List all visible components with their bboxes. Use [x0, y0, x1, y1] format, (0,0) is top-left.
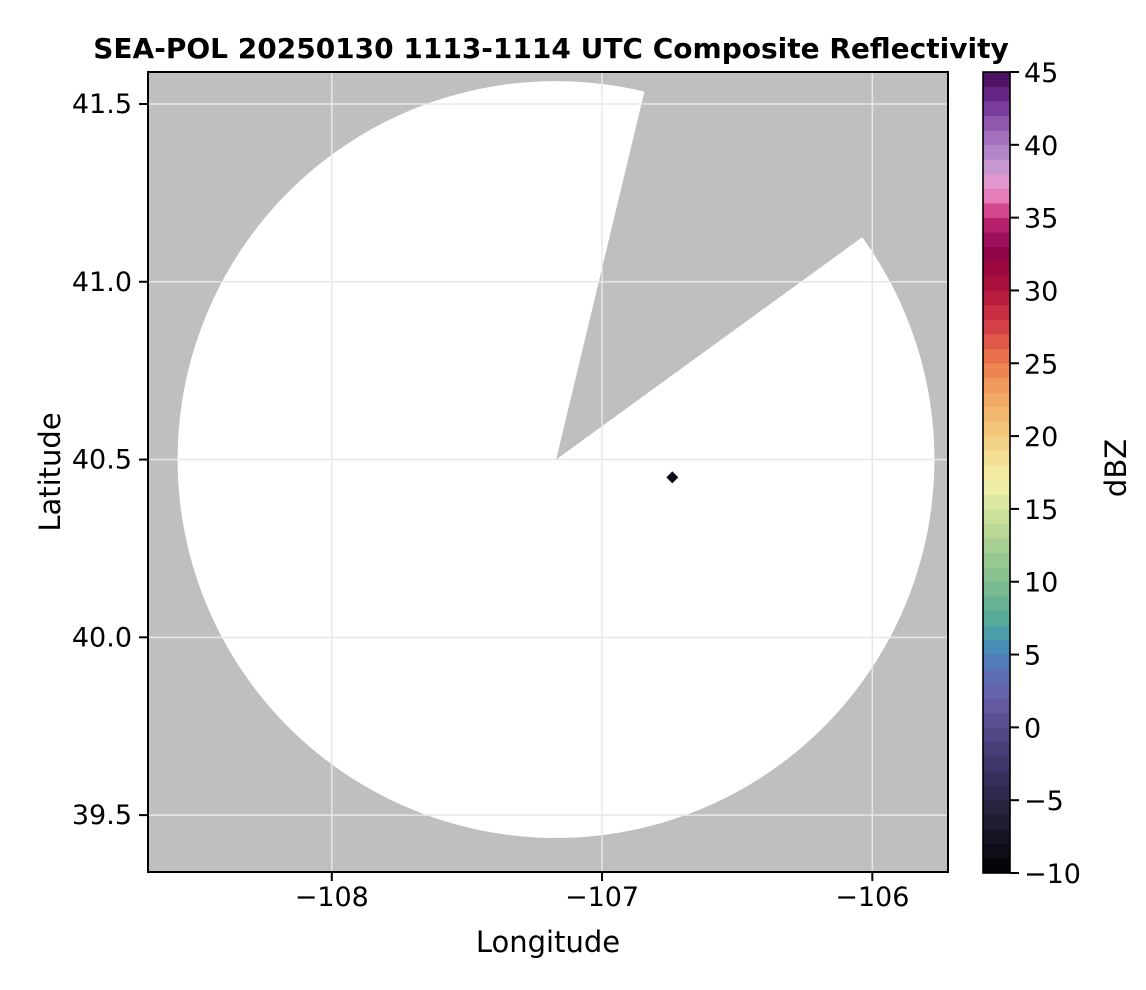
colorbar-band [983, 290, 1010, 306]
colorbar-band [983, 304, 1010, 320]
colorbar-band [983, 86, 1010, 102]
colorbar-band [983, 741, 1010, 757]
colorbar-tick-label: 15 [1024, 495, 1058, 526]
colorbar-band [983, 654, 1010, 670]
axis-ticks: −108 −107 −106 41.5 41.0 40.5 40.0 39.5 [72, 89, 910, 913]
colorbar-band [983, 829, 1010, 845]
colorbar-band [983, 479, 1010, 495]
colorbar-band [983, 115, 1010, 131]
colorbar-band [983, 770, 1010, 786]
colorbar-band [983, 435, 1010, 451]
colorbar-band [983, 392, 1010, 408]
colorbar-band [983, 159, 1010, 175]
colorbar-band [983, 275, 1010, 291]
colorbar-band [983, 523, 1010, 539]
y-tick-label: 41.5 [72, 89, 132, 120]
x-tick-label: −107 [565, 882, 639, 913]
y-tick-label: 40.5 [72, 445, 132, 476]
colorbar-band [983, 450, 1010, 466]
x-tick-label: −108 [295, 882, 369, 913]
colorbar-band [983, 333, 1010, 350]
colorbar-band [983, 727, 1010, 743]
plot-border [147, 71, 949, 873]
chart-title: SEA-POL 20250130 1113-1114 UTC Composite… [93, 32, 1008, 65]
colorbar-band [983, 639, 1010, 655]
colorbar-band [983, 319, 1010, 335]
colorbar-band [983, 625, 1010, 641]
colorbar-band [983, 610, 1010, 626]
colorbar-band [983, 246, 1010, 262]
colorbar-tick-label: 0 [1024, 713, 1041, 744]
echo-point [666, 471, 679, 484]
colorbar-band [983, 814, 1010, 830]
colorbar-tick-label: 35 [1024, 204, 1058, 235]
colorbar-border [982, 71, 1011, 874]
colorbar-tick-label: 40 [1024, 131, 1058, 162]
gridlines [148, 72, 948, 872]
colorbar-tick-label: 25 [1024, 349, 1058, 380]
colorbar-band [983, 508, 1010, 524]
colorbar-band [983, 668, 1010, 684]
x-tick-label: −106 [835, 882, 909, 913]
colorbar-band [983, 421, 1010, 437]
colorbar-band [983, 566, 1010, 583]
colorbar-tick-label: 45 [1024, 58, 1058, 89]
colorbar-band [983, 129, 1010, 146]
colorbar-band [983, 144, 1010, 160]
colorbar-band [983, 799, 1010, 816]
colorbar-band [983, 494, 1010, 510]
colorbar-band [983, 697, 1010, 714]
colorbar-band [983, 173, 1010, 189]
colorbar-band [983, 858, 1010, 874]
colorbar-band [983, 552, 1010, 568]
colorbar-band [983, 100, 1010, 116]
colorbar-tick-label: −10 [1024, 859, 1081, 890]
colorbar-tick-label: −5 [1024, 786, 1064, 817]
y-tick-label: 40.0 [72, 622, 132, 653]
colorbar-band [983, 537, 1010, 553]
colorbar-band [983, 188, 1010, 204]
colorbar-band [983, 756, 1010, 772]
colorbar-band [983, 261, 1010, 277]
colorbar-band [983, 231, 1010, 248]
colorbar-tick-label: 20 [1024, 422, 1058, 453]
colorbar-band [983, 348, 1010, 364]
colorbar-band [983, 683, 1010, 699]
colorbar-band [983, 712, 1010, 728]
colorbar-tick-label: 5 [1024, 641, 1041, 672]
colorbar-band [983, 843, 1010, 859]
colorbar-tick-label: 10 [1024, 568, 1058, 599]
colorbar-band [983, 595, 1010, 612]
y-tick-label: 41.0 [72, 267, 132, 298]
colorbar-band [983, 406, 1010, 422]
colorbar: 45 40 35 30 25 20 15 10 5 0 −5 −10 [982, 58, 1081, 890]
colorbar-band [983, 785, 1010, 801]
y-tick-label: 39.5 [72, 800, 132, 831]
colorbar-band [983, 217, 1010, 233]
y-axis-label: Latitude [33, 412, 67, 531]
colorbar-band [983, 362, 1010, 379]
x-axis-label: Longitude [476, 925, 620, 959]
colorbar-band [983, 71, 1010, 87]
colorbar-label: dBZ [1099, 439, 1133, 497]
colorbar-band [983, 202, 1010, 218]
colorbar-band [983, 377, 1010, 393]
colorbar-tick-label: 30 [1024, 276, 1058, 307]
colorbar-band [983, 464, 1010, 481]
colorbar-band [983, 581, 1010, 597]
plot-layers: −108 −107 −106 41.5 41.0 40.5 40.0 39.5 45 40 35 30… [72, 58, 1081, 913]
